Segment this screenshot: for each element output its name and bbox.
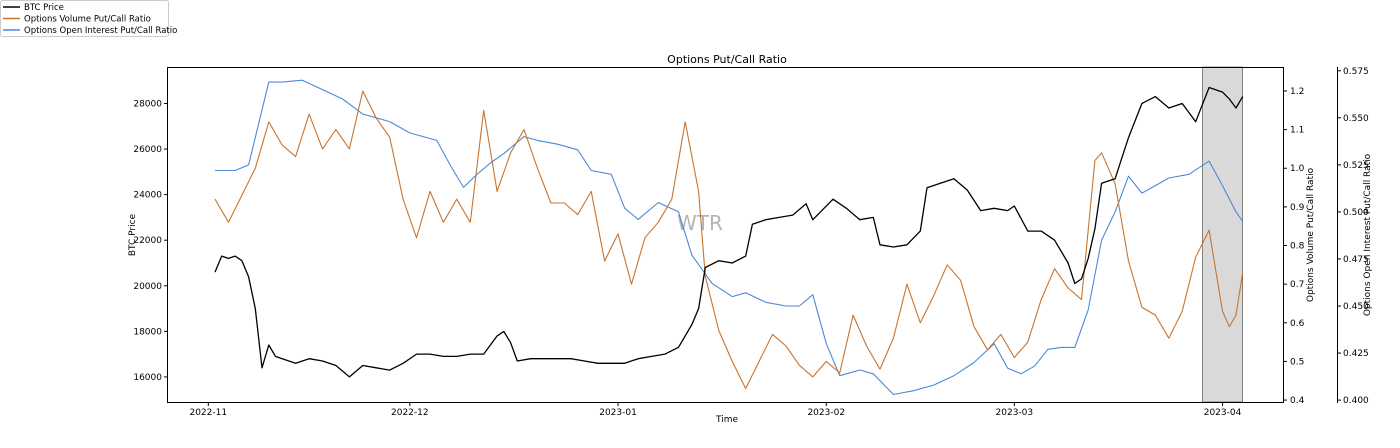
x-tick-label: 2023-02 <box>807 408 845 418</box>
y-right1-tick-label: 0.9 <box>1290 203 1305 213</box>
series-line-btc-price <box>214 86 1244 378</box>
y-right1-tick-label: 0.6 <box>1290 319 1305 329</box>
legend: BTC Price Options Volume Put/Call RatioOp… <box>0 0 177 37</box>
y-left-tick-label: 18000 <box>133 327 162 337</box>
x-tick-label: 2022-11 <box>189 408 227 418</box>
y-left-tick-label: 16000 <box>133 373 162 383</box>
y-right1-tick-label: 1.0 <box>1290 164 1305 174</box>
x-tick-label: 2023-04 <box>1204 408 1242 418</box>
legend-label: BTC Price <box>24 3 64 13</box>
y-right1-tick-label: 0.8 <box>1290 242 1305 252</box>
series-line-options-open-interest-put-call-ratio <box>215 79 1244 396</box>
y-right1-tick-label: 1.1 <box>1290 126 1304 136</box>
x-tick-label: 2022-12 <box>391 408 429 418</box>
y-right1-tick-label: 0.7 <box>1290 280 1304 290</box>
y-right2-tick-label: 0.475 <box>1343 255 1369 265</box>
y-right1-tick-label: 0.5 <box>1290 357 1304 367</box>
y-right2-tick-label: 0.550 <box>1343 114 1369 124</box>
legend-label: Options Volume Put/Call Ratio <box>24 15 151 25</box>
x-tick-label: 2023-01 <box>599 408 637 418</box>
x-tick-label: 2023-03 <box>996 408 1034 418</box>
y-left-tick-label: 22000 <box>133 236 162 246</box>
chart-title: Options Put/Call Ratio <box>667 53 787 66</box>
y-right2-tick-label: 0.425 <box>1343 349 1369 359</box>
y-right2-tick-label: 0.525 <box>1343 161 1369 171</box>
y-axis-label-right1: Options Volume Put/Call Ratio <box>1306 167 1316 302</box>
y-right2-tick-label: 0.500 <box>1343 208 1369 218</box>
series-layer <box>214 79 1244 396</box>
y-left-tick-label: 24000 <box>133 191 162 201</box>
y-left-tick-label: 28000 <box>133 99 162 109</box>
series-line-options-volume-put-call-ratio <box>214 90 1244 390</box>
shaded-region <box>1202 66 1243 403</box>
y-right2-tick-label: 0.575 <box>1343 67 1369 77</box>
y-left-tick-label: 26000 <box>133 145 162 155</box>
y-left-tick-label: 20000 <box>133 282 162 292</box>
legend-label: Options Open Interest Put/Call Ratio <box>24 26 177 36</box>
y-right1-tick-label: 0.4 <box>1290 396 1305 406</box>
y-right2-tick-label: 0.450 <box>1343 302 1369 312</box>
y-axis-label-right2: Options Open Interest Put/Call Ratio <box>1363 153 1373 316</box>
legend-box <box>0 0 169 37</box>
y-right1-tick-label: 1.2 <box>1290 87 1304 97</box>
plot-frame <box>167 67 1284 403</box>
y-axis-label-left: BTC Price <box>128 213 138 256</box>
y-right2-tick-label: 0.400 <box>1343 396 1369 406</box>
x-axis-label: Time <box>715 415 738 425</box>
axis-ticks: 2022-11 2022-12 2023-01 2023-02 2023-03 2023-… <box>133 67 1369 418</box>
